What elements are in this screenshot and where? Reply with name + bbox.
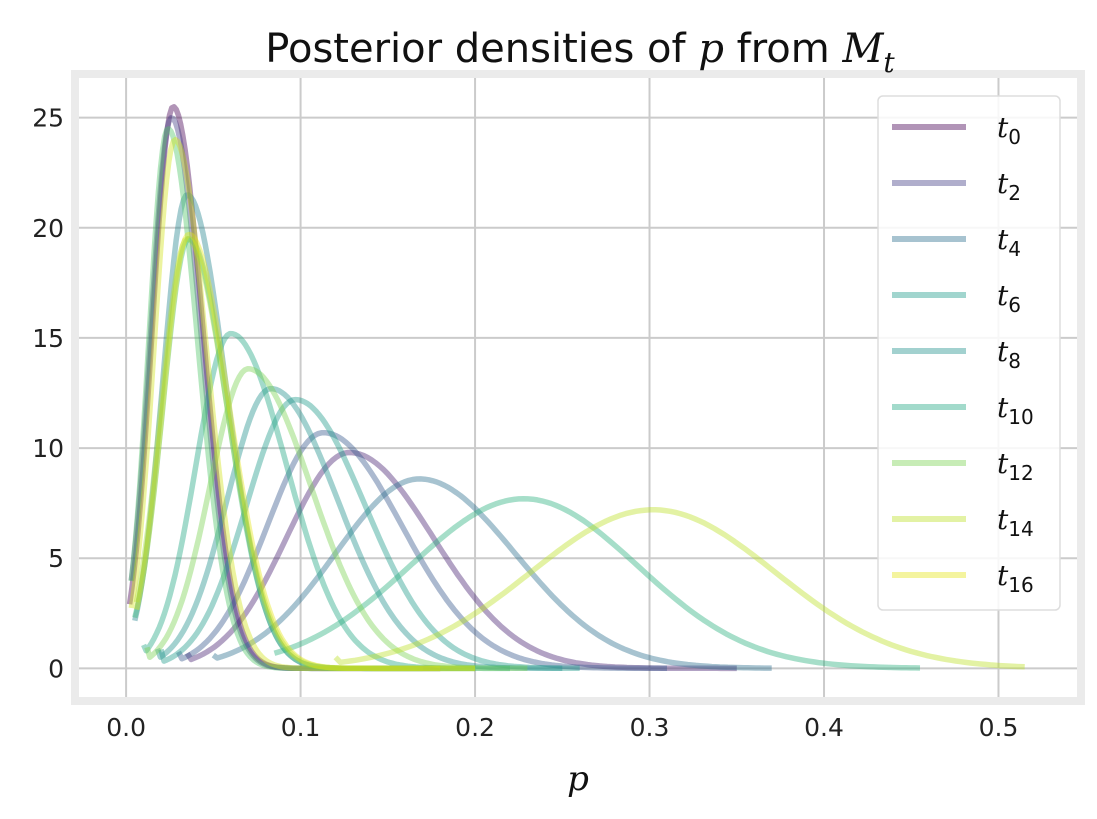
series-line-t16 <box>133 231 476 672</box>
series-line-t8 <box>154 385 563 672</box>
series-line-t3 <box>176 429 667 672</box>
series-line-t4 <box>211 476 772 671</box>
legend-label-t2: t2 <box>997 167 1021 205</box>
series-line-t10 <box>141 330 511 672</box>
legend-label-t0: t0 <box>997 111 1021 149</box>
y-tick-label: 20 <box>32 214 64 243</box>
series-line-t15 <box>128 136 441 672</box>
figure-frame <box>71 70 1085 705</box>
legend: t0 t2 t4 t6 t8 t10 t12 t14 t16 <box>877 95 1061 611</box>
y-tick-label: 0 <box>48 654 64 683</box>
series-line-t7 <box>273 495 921 671</box>
x-tick-labels: 0.0 0.1 0.2 0.3 0.4 0.5 <box>106 713 1018 742</box>
legend-label-t6: t6 <box>997 279 1021 317</box>
chart-title: Posterior densities of p from Mt <box>265 26 895 79</box>
legend-box <box>877 95 1061 611</box>
x-tick-label: 0.3 <box>630 713 670 742</box>
series-line-t5 <box>132 192 476 672</box>
legend-label-t4: t4 <box>997 223 1021 261</box>
series-line-t1 <box>184 449 737 672</box>
x-tick-label: 0.0 <box>106 713 146 742</box>
x-tick-label: 0.5 <box>979 713 1019 742</box>
series-line-t9 <box>132 236 476 672</box>
legend-label-t12: t12 <box>997 447 1034 485</box>
series-layer <box>126 104 1025 672</box>
legend-label-t14: t14 <box>997 503 1034 541</box>
legend-label-t16: t16 <box>997 559 1034 597</box>
series-line-t12 <box>144 366 528 672</box>
x-axis-label: p <box>567 759 589 799</box>
x-tick-label: 0.1 <box>281 713 321 742</box>
y-tick-label: 10 <box>32 434 64 463</box>
title-model-sub: t <box>883 46 895 79</box>
series-line-t14 <box>333 507 1025 670</box>
series-line-t6 <box>158 396 580 672</box>
y-tick-label: 25 <box>32 104 64 133</box>
title-mid: from <box>724 26 843 72</box>
x-tick-label: 0.4 <box>804 713 844 742</box>
series-line-t2 <box>128 115 441 672</box>
title-var: p <box>698 26 724 72</box>
legend-label-t10: t10 <box>997 391 1034 429</box>
series-line-t13 <box>133 236 476 672</box>
title-prefix: Posterior densities of <box>265 26 698 72</box>
series-line-t11 <box>128 126 424 672</box>
y-tick-label: 5 <box>48 544 64 573</box>
y-tick-labels: 0 5 10 15 20 25 <box>32 104 64 684</box>
y-tick-label: 15 <box>32 324 64 353</box>
series-line-t0 <box>126 104 441 672</box>
x-tick-label: 0.2 <box>455 713 495 742</box>
title-model: M <box>841 26 884 72</box>
legend-label-t8: t8 <box>997 335 1021 373</box>
